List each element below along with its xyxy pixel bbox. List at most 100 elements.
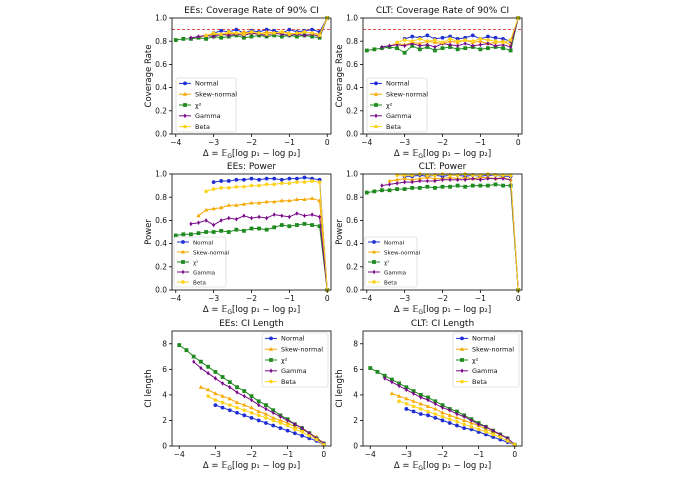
data-point-Gamma [265, 215, 269, 221]
panel-clt-power: CLT: Power −4 −3 −2 −1 0 0.0 0.2 0.4 0.6 0.8 1.0 Δ =… [335, 162, 523, 316]
data-point-Beta [426, 409, 430, 414]
data-point-Beta [455, 419, 459, 424]
data-point-Beta [294, 180, 299, 184]
legend: Normal Skew-normal χ² Gamma Beta [175, 77, 237, 133]
data-point-Beta [220, 400, 225, 405]
y-tick-label: 1.0 [346, 170, 358, 179]
x-tick-label: −1 [475, 138, 486, 147]
data-point-Skew-normal [417, 41, 422, 45]
data-point-Gamma [227, 215, 231, 221]
data-point-chi2 [402, 50, 407, 55]
y-tick-label: 4 [353, 390, 358, 399]
data-point-Beta [279, 181, 284, 185]
data-point-Normal [249, 176, 254, 181]
data-point-Gamma [462, 414, 466, 419]
legend-marker-Beta [372, 279, 376, 284]
legend-marker-Gamma [181, 269, 185, 275]
x-tick-label: −2 [246, 450, 257, 459]
data-point-chi2 [226, 230, 231, 234]
data-point-Gamma [380, 44, 384, 50]
data-point-chi2 [242, 389, 247, 393]
data-point-Normal [234, 177, 239, 182]
legend-label-chi2: χ² [195, 101, 202, 109]
data-point-Normal [300, 433, 304, 438]
data-point-Beta [410, 39, 415, 43]
data-point-Normal [219, 28, 224, 33]
legend-marker-Skew-normal [182, 91, 188, 96]
data-point-Gamma [303, 213, 306, 218]
y-tick-label: 0.8 [155, 193, 167, 202]
y-axis-label: Power [335, 219, 345, 245]
x-tick-label: −2 [246, 138, 257, 147]
data-point-Beta [469, 424, 474, 429]
data-point-Skew-normal [219, 205, 224, 210]
data-point-chi2 [372, 47, 377, 52]
legend-label-Beta: Beta [281, 378, 296, 386]
data-point-Gamma [264, 406, 268, 412]
data-point-chi2 [249, 34, 254, 39]
legend-marker-Beta [183, 124, 187, 129]
data-point-Normal [426, 413, 430, 418]
data-point-Normal [292, 431, 297, 436]
data-point-Skew-normal [426, 404, 431, 408]
data-point-Gamma [206, 370, 210, 376]
data-point-Beta [219, 32, 224, 36]
legend-marker-chi2 [374, 103, 378, 107]
y-tick-label: 0.2 [155, 262, 167, 271]
data-point-Beta [432, 37, 437, 42]
x-tick-label: −1 [282, 450, 293, 459]
x-tick-label: 0 [516, 138, 521, 147]
data-point-Normal [264, 421, 268, 425]
data-point-Gamma [486, 176, 490, 181]
legend-marker-Normal [374, 81, 378, 86]
data-point-Beta [249, 410, 254, 415]
data-point-chi2 [264, 403, 268, 408]
legend: Normal Skew-normal χ² Gamma Beta [452, 332, 520, 388]
data-point-Skew-normal [235, 400, 240, 405]
data-point-Beta [310, 31, 315, 35]
y-axis-label: Power [144, 219, 154, 245]
data-point-Skew-normal [287, 198, 292, 203]
data-point-Beta [310, 178, 315, 183]
data-point-Skew-normal [226, 203, 231, 207]
data-point-Gamma [448, 42, 452, 47]
data-point-Beta [317, 33, 322, 38]
panel-ees-coverage: EEs: Coverage Rate of 90% CI −4 −3 −2 −1 0 0.0… [144, 6, 332, 160]
data-point-Beta [211, 187, 216, 191]
data-point-Skew-normal [211, 206, 216, 211]
data-point-Normal [418, 412, 423, 416]
data-point-Normal [410, 34, 415, 39]
data-point-Skew-normal [271, 415, 276, 420]
legend-marker-chi2 [269, 358, 273, 362]
data-point-Skew-normal [206, 387, 211, 392]
y-tick-label: 0 [353, 442, 358, 451]
data-point-Gamma [419, 395, 423, 400]
data-point-chi2 [404, 385, 409, 390]
legend-label-chi2: χ² [281, 356, 288, 364]
legend-marker-Gamma [372, 269, 376, 275]
legend-marker-Skew-normal [180, 249, 186, 254]
data-point-Gamma [456, 43, 460, 49]
legend-label-Gamma: Gamma [281, 367, 307, 375]
data-point-Normal [455, 423, 459, 428]
y-tick-label: 1.0 [155, 170, 167, 179]
data-point-Gamma [501, 176, 505, 181]
data-point-chi2 [478, 47, 483, 52]
data-point-Gamma [478, 177, 482, 183]
legend-marker-Normal [269, 336, 273, 341]
data-point-Normal [287, 176, 292, 181]
data-point-Beta [462, 422, 467, 426]
data-point-Beta [463, 37, 468, 42]
data-point-Normal [271, 423, 276, 428]
legend-label-Normal: Normal [195, 80, 219, 88]
data-point-Gamma [471, 43, 475, 49]
data-point-chi2 [395, 187, 399, 191]
data-point-Normal [295, 176, 299, 181]
data-point-Beta [425, 39, 430, 43]
data-point-chi2 [364, 48, 369, 53]
data-point-Beta [417, 36, 422, 41]
data-point-Beta [493, 39, 498, 43]
data-point-chi2 [463, 46, 468, 51]
data-point-Beta [287, 181, 292, 185]
